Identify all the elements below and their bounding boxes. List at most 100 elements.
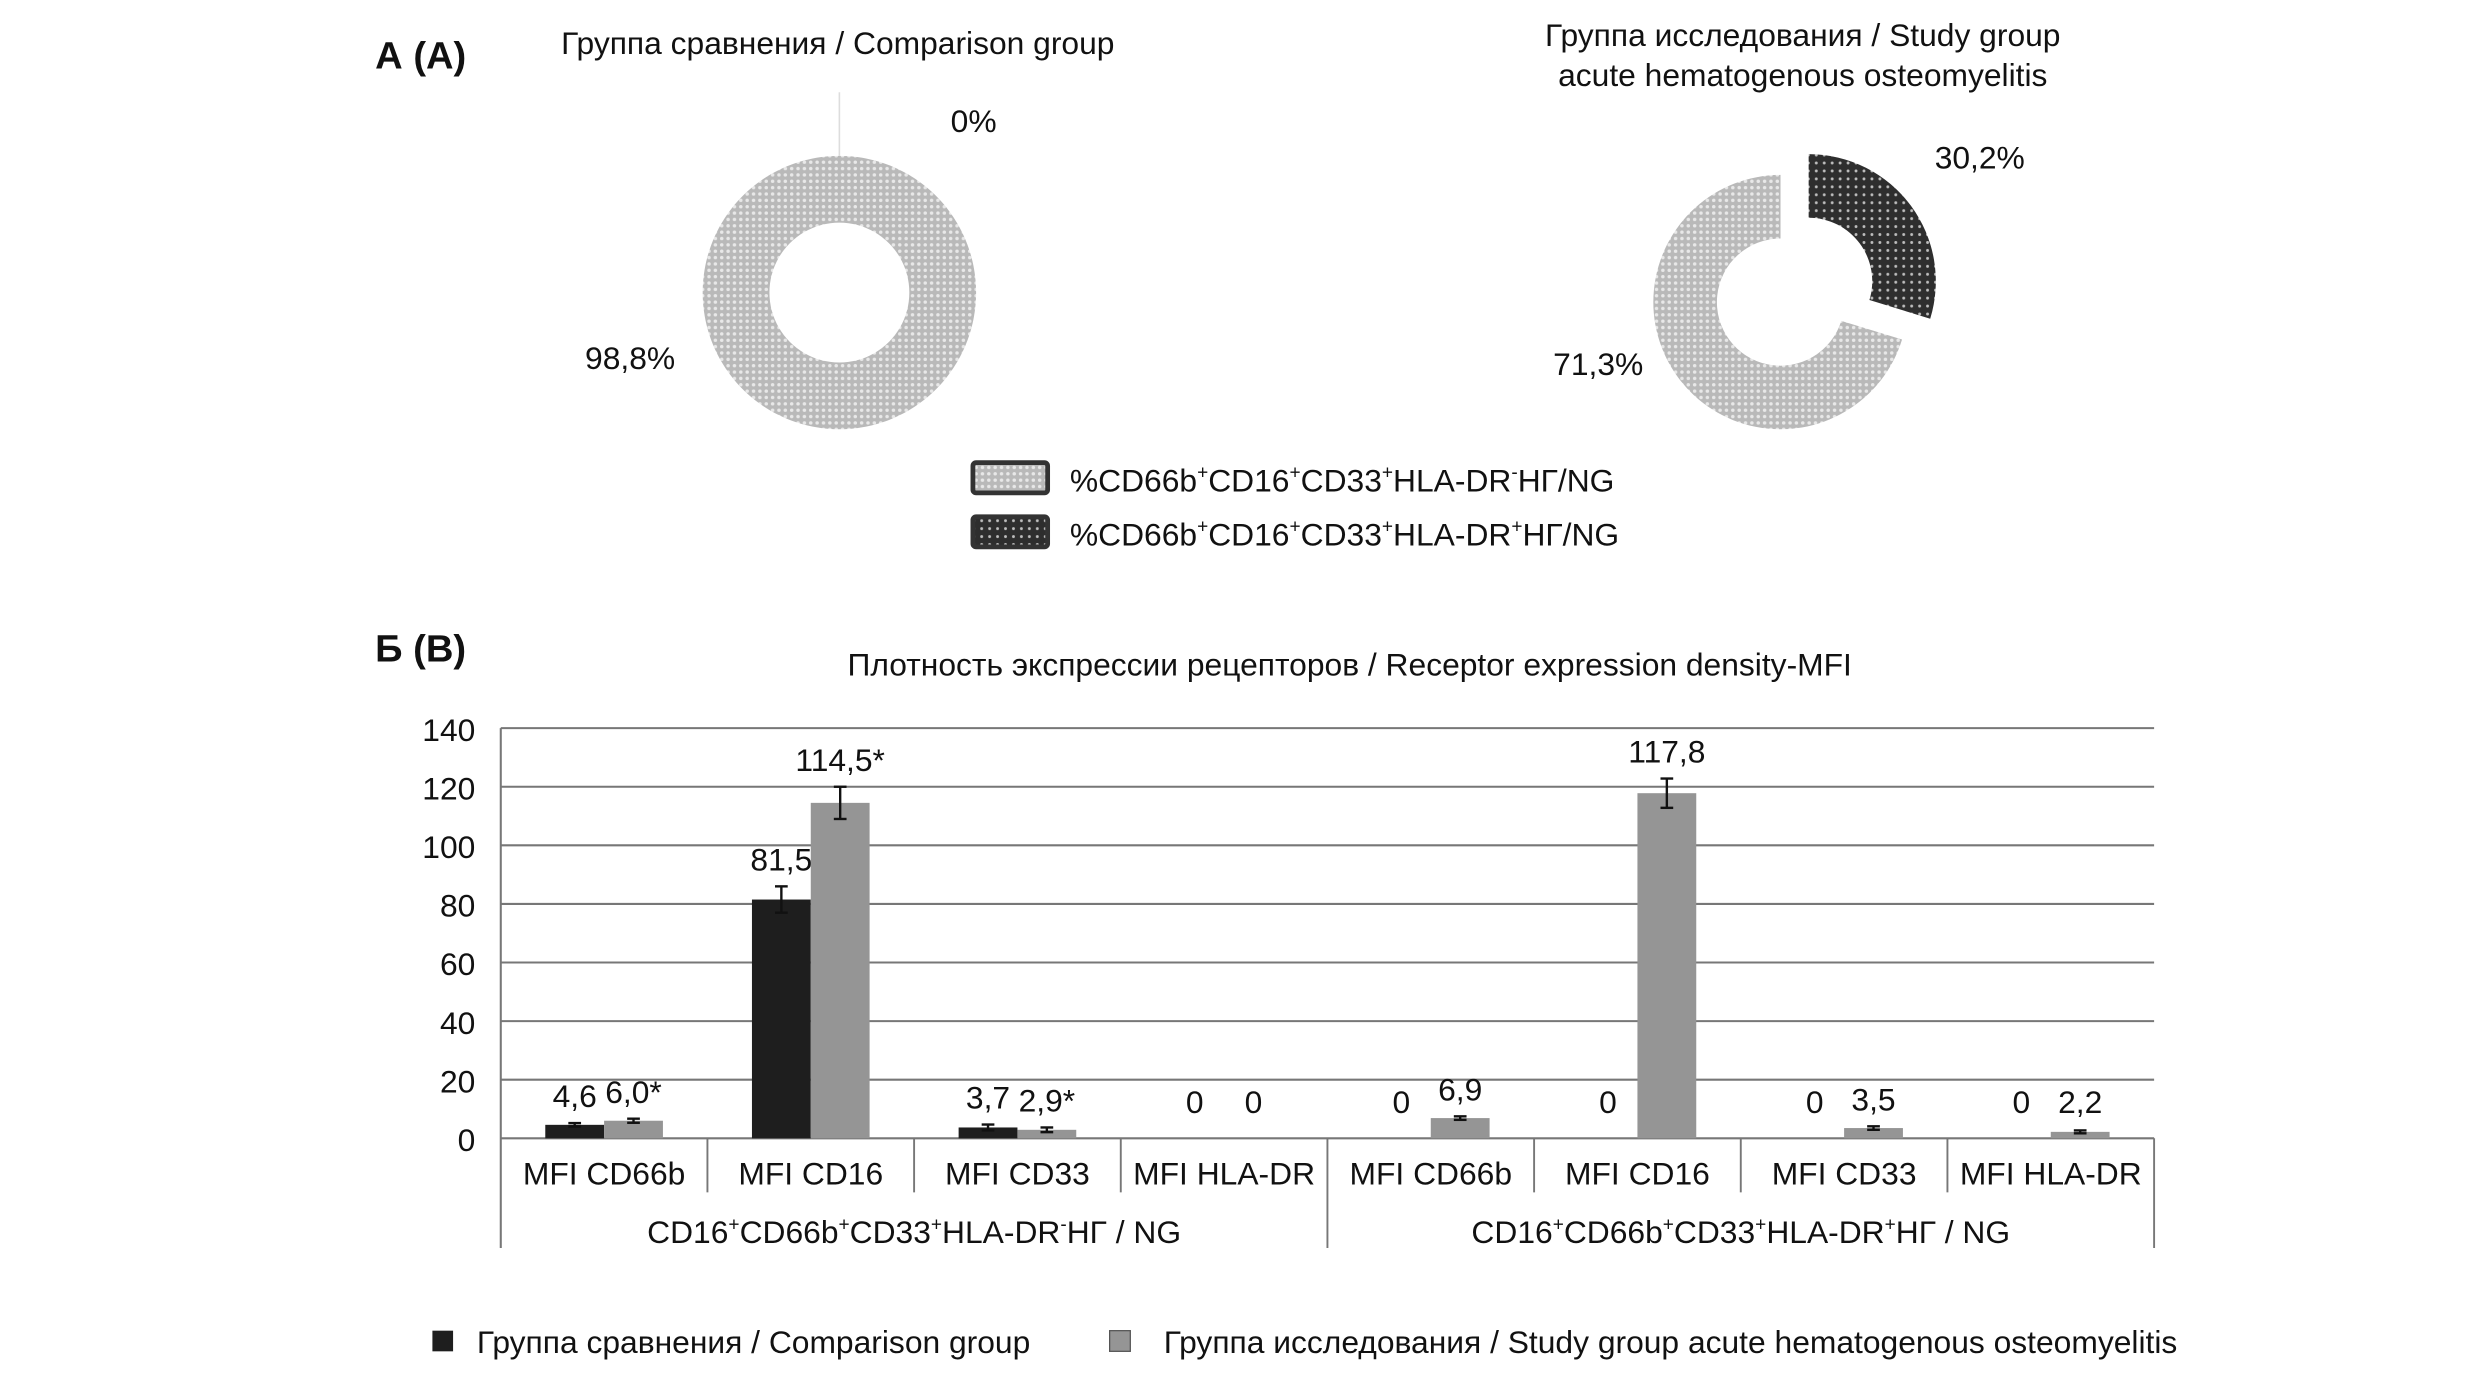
right-donut-title-line1: Группа исследования / Study group	[1545, 17, 2060, 53]
panel-a-label: А (A)	[375, 34, 466, 77]
superscript: +	[1553, 1215, 1564, 1236]
superscript: +	[728, 1215, 739, 1236]
x-tick-label: MFI HLA-DR	[1960, 1155, 2142, 1191]
text-part: CD33	[1301, 516, 1382, 552]
x-tick-label: MFI CD66b	[523, 1155, 685, 1191]
data-label: 0	[1599, 1084, 1617, 1120]
data-label: 2,2	[2058, 1084, 2102, 1120]
data-label: 0	[1393, 1084, 1411, 1120]
legend-label-comparison: Группа сравнения / Comparison group	[477, 1324, 1030, 1360]
superscript: +	[1197, 517, 1208, 538]
slice-hla-dr-positive	[1808, 154, 1936, 319]
superscript: -	[1511, 463, 1517, 484]
superscript: +	[839, 1215, 850, 1236]
data-label: 6,9	[1438, 1071, 1482, 1107]
bar-study	[810, 802, 870, 1139]
data-label: 3,7	[966, 1080, 1010, 1116]
right-slice-label-71pct: 71,3%	[1553, 346, 1643, 382]
left-donut-title: Группа сравнения / Comparison group	[561, 25, 1114, 61]
data-label: 6,0*	[605, 1074, 662, 1110]
superscript: +	[1289, 517, 1300, 538]
error-bar	[627, 1117, 640, 1124]
error-bar	[981, 1123, 995, 1132]
bar-study	[1844, 1128, 1903, 1139]
error-bar	[1453, 1115, 1467, 1122]
text-part: HLA-DR	[1393, 516, 1511, 552]
legend-swatch-hla-dr-positive	[970, 514, 1051, 550]
text-part: НГ/NG	[1518, 462, 1615, 498]
text-part: CD33	[1674, 1214, 1755, 1250]
bar-study	[2050, 1131, 2110, 1139]
data-label: 81,5	[750, 841, 812, 877]
comparison-donut	[702, 92, 977, 430]
group-label: CD16+CD66b+CD33+HLA-DR-НГ / NG	[647, 1214, 1181, 1250]
legend-swatch-hla-dr-negative	[970, 460, 1051, 496]
y-tick-label: 40	[440, 1005, 475, 1041]
x-tick-label: MFI CD33	[945, 1155, 1090, 1191]
superscript: +	[931, 1215, 942, 1236]
data-label: 114,5*	[795, 742, 885, 778]
study-donut	[1653, 154, 1936, 430]
legend-swatch-study	[1109, 1330, 1131, 1352]
text-part: CD33	[1301, 462, 1382, 498]
error-bar	[1040, 1126, 1054, 1134]
text-part: %CD66b	[1070, 462, 1197, 498]
data-label: 4,6	[553, 1078, 597, 1114]
text-part: CD16	[1471, 1214, 1552, 1250]
x-tick-label: MFI CD66b	[1350, 1155, 1512, 1191]
text-part: CD66b	[740, 1214, 839, 1250]
text-part: HLA-DR	[1766, 1214, 1884, 1250]
superscript: +	[1885, 1215, 1896, 1236]
superscript: +	[1511, 517, 1522, 538]
bar-study	[1017, 1129, 1077, 1139]
bar-legend: Группа сравнения / Comparison group Груп…	[432, 1324, 2177, 1360]
y-tick-label: 100	[422, 829, 475, 865]
x-tick-label: MFI CD16	[1565, 1155, 1710, 1191]
right-slice-label-30pct: 30,2%	[1935, 140, 2025, 176]
slice-hla-dr-negative	[702, 155, 977, 430]
legend-label-hla-dr-positive: %CD66b+CD16+CD33+HLA-DR+НГ/NG	[1070, 516, 1619, 552]
superscript: +	[1382, 463, 1393, 484]
y-tick-label: 60	[440, 946, 475, 982]
superscript: -	[1060, 1215, 1066, 1236]
superscript: +	[1197, 463, 1208, 484]
text-part: CD16	[1208, 462, 1289, 498]
slice-hla-dr-negative	[1653, 174, 1903, 430]
left-slice-label-0pct: 0%	[951, 103, 997, 139]
right-donut-title-line2: acute hematogenous osteomyelitis	[1558, 57, 2047, 93]
text-part: HLA-DR	[942, 1214, 1060, 1250]
error-bar	[775, 885, 788, 914]
error-bar	[1660, 777, 1674, 810]
error-bar	[2073, 1129, 2087, 1135]
text-part: НГ / NG	[1896, 1214, 2010, 1250]
superscript: +	[1755, 1215, 1766, 1236]
text-part: CD66b	[1564, 1214, 1663, 1250]
data-label: 3,5	[1851, 1081, 1895, 1117]
x-tick-label: MFI HLA-DR	[1133, 1155, 1315, 1191]
text-part: НГ / NG	[1067, 1214, 1181, 1250]
superscript: +	[1382, 517, 1393, 538]
text-part: НГ/NG	[1522, 516, 1619, 552]
bar-study	[1430, 1118, 1490, 1139]
y-tick-label: 0	[458, 1122, 476, 1158]
text-part: %CD66b	[1070, 516, 1197, 552]
superscript: +	[1289, 463, 1300, 484]
data-label: 0	[1186, 1084, 1204, 1120]
data-label: 0	[1245, 1084, 1263, 1120]
bar-comparison	[751, 899, 811, 1139]
bar-study	[1637, 793, 1697, 1139]
bar-study	[604, 1120, 663, 1139]
y-tick-label: 120	[422, 770, 475, 806]
text-part: CD16	[647, 1214, 728, 1250]
bar-chart-title: Плотность экспрессии рецепторов / Recept…	[848, 647, 1852, 683]
x-tick-label: MFI CD16	[738, 1155, 883, 1191]
legend-swatch-comparison	[432, 1330, 454, 1352]
legend-label-study: Группа исследования / Study group acute …	[1164, 1324, 2178, 1360]
x-tick-label: MFI CD33	[1772, 1155, 1917, 1191]
bar-comparison	[958, 1127, 1018, 1139]
data-label: 0	[1806, 1084, 1824, 1120]
bar-comparison	[545, 1124, 605, 1139]
error-bar	[1867, 1125, 1880, 1132]
data-label: 117,8	[1628, 734, 1705, 770]
